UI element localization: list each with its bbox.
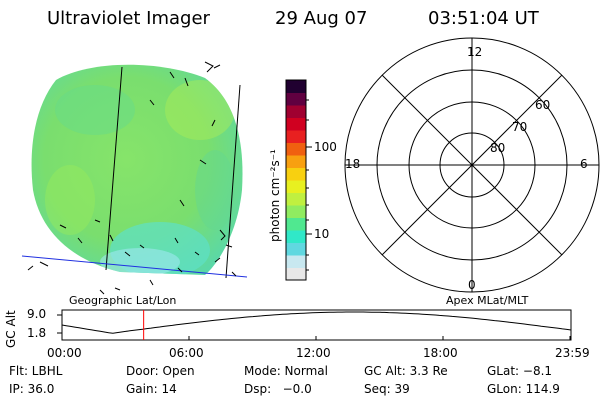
colorbar-segment [286, 167, 306, 181]
instrument-title: Ultraviolet Imager [47, 8, 210, 29]
timeline-xtick-1800: 18:00 [423, 346, 458, 360]
status-gc-alt: GC Alt: 3.3 Re [364, 364, 448, 378]
timeline-ytick-9: 9.0 [27, 307, 47, 321]
status-door: Door: Open [126, 364, 195, 378]
date-label: 29 Aug 07 [275, 8, 368, 29]
colorbar-segment [286, 155, 306, 168]
colorbar-unit-label: photon cm⁻²s⁻¹ [268, 149, 282, 242]
status-filter: Flt: LBHL [9, 364, 63, 378]
status-glon: GLon: 114.9 [487, 382, 560, 396]
colorbar-segment [286, 117, 306, 131]
colorbar-segment [286, 230, 306, 243]
colorbar-segment [286, 142, 306, 156]
status-seq: Seq: 39 [364, 382, 410, 396]
status-glat: GLat: −8.1 [487, 364, 553, 378]
mlt-label-12: 12 [467, 45, 483, 59]
status-mode: Mode: Normal [244, 364, 328, 378]
timeline-xtick-0000: 00:00 [47, 346, 82, 360]
timeline-axis-title: GC Alt [4, 310, 18, 348]
colorbar-segment [286, 180, 306, 193]
colorbar-segment [286, 255, 306, 268]
colorbar-segment [286, 267, 306, 281]
colorbar-segment [286, 80, 306, 93]
colorbar-segment [286, 92, 306, 106]
colorbar [285, 79, 312, 281]
mlat-label-70: 70 [512, 120, 528, 134]
timeline-xtick-2359: 23:59 [555, 346, 590, 360]
colorbar-segment [286, 217, 306, 231]
colorbar-segment [286, 130, 306, 143]
timeline-plot [57, 309, 572, 341]
geographic-panel-label: Geographic Lat/Lon [69, 294, 177, 307]
status-dsp: Dsp: −0.0 [244, 382, 312, 396]
colorbar-segment [286, 105, 306, 118]
mlat-label-80: 80 [490, 141, 506, 155]
colorbar-tick-100: 100 [314, 140, 337, 154]
apex-panel-label: Apex MLat/MLT [446, 294, 529, 307]
timeline-ytick-1.8: 1.8 [27, 326, 47, 340]
polar-plot [344, 37, 600, 293]
colorbar-tick-10: 10 [314, 227, 330, 241]
timeline-xtick-1200: 12:00 [296, 346, 331, 360]
mlt-label-18: 18 [345, 157, 361, 171]
status-ip: IP: 36.0 [9, 382, 55, 396]
status-gain: Gain: 14 [126, 382, 177, 396]
geographic-image [21, 61, 248, 295]
mlt-label-6: 6 [580, 157, 588, 171]
timeline-xtick-0600: 06:00 [169, 346, 204, 360]
time-label: 03:51:04 UT [428, 8, 539, 29]
mlt-label-0: 0 [468, 278, 476, 292]
colorbar-segment [286, 192, 306, 206]
colorbar-segment [286, 242, 306, 256]
mlat-label-60: 60 [535, 98, 551, 112]
colorbar-segment [286, 205, 306, 218]
